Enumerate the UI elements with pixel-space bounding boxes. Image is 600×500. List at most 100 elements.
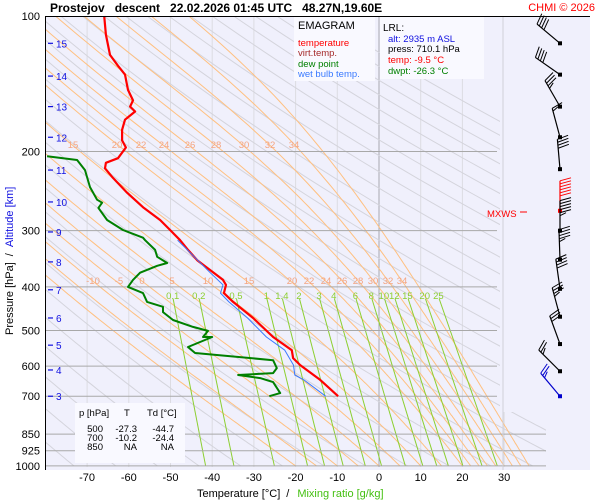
wind-barb-feather <box>554 291 560 297</box>
table-header-p: p [hPa] <box>79 408 109 419</box>
x-axis-separator: / <box>286 488 290 500</box>
moist-adiabat-label: 30 <box>368 276 379 287</box>
table-cell-p: 850 <box>87 442 103 453</box>
wind-barb-feather <box>538 339 545 351</box>
altitude-tick-label: 10 <box>56 198 68 209</box>
legend-wet-bulb: wet bulb temp. <box>297 69 360 80</box>
table-cell-td: -44.7 <box>152 424 174 435</box>
temperature-tick-label: 10 <box>415 472 427 484</box>
table-row: 700 -10.2 -24.4 <box>87 433 174 444</box>
table-cell-p: 700 <box>87 433 103 444</box>
wind-barb-staff <box>556 139 561 170</box>
wind-barb-feather <box>542 51 548 63</box>
wind-barb-feather <box>544 371 548 379</box>
wind-barb-feather <box>559 212 567 217</box>
moist-adiabat-label: -10 <box>86 276 100 287</box>
dry-adiabat-line <box>168 16 546 467</box>
wind-barb-feather <box>558 228 571 234</box>
altitude-tick-label: 8 <box>56 258 62 269</box>
wind-barb-feather <box>552 284 564 292</box>
y-axis-label-altitude: Altitude [km] <box>4 187 16 248</box>
temperature-tick-label: -10 <box>329 472 345 484</box>
wind-barb-feather <box>536 13 543 25</box>
mixing-ratio-line <box>266 298 309 467</box>
table-header-t: T <box>124 408 130 419</box>
wind-barb <box>549 308 562 347</box>
mixing-ratio-label: 4 <box>331 291 336 302</box>
wind-barb <box>540 363 562 399</box>
dry-adiabat-line <box>125 16 546 467</box>
lrl-temp: temp: -9.5 °C <box>388 55 444 66</box>
wind-barb-feather <box>538 15 545 27</box>
mixing-ratio-line <box>172 298 207 467</box>
x-axis-label-temperature: Temperature [°C] <box>197 488 280 500</box>
dry-adiabat-line <box>103 16 546 467</box>
wind-barb-staff <box>538 349 561 372</box>
wind-barb-feather <box>559 189 572 194</box>
pressure-tick-label: 700 <box>22 391 40 403</box>
moist-adiabat-label: 22 <box>136 140 147 151</box>
wind-barb-feather <box>557 137 569 143</box>
wind-barb-feather <box>549 308 560 317</box>
moist-adiabat-label: 0 <box>139 276 144 287</box>
moist-adiabat-label: 32 <box>383 276 394 287</box>
wind-barb-feather <box>551 102 563 109</box>
wind-barb-feather <box>559 192 572 197</box>
table-row: 500 -27.3 -44.7 <box>87 424 174 435</box>
table-cell-td: NA <box>161 442 175 453</box>
wind-barb-feather <box>540 363 548 374</box>
series-temperature <box>103 15 339 398</box>
wind-barb-feather <box>559 177 572 182</box>
moist-adiabat-label: 32 <box>265 140 276 151</box>
table-cell-t: NA <box>124 442 138 453</box>
mixing-ratio-label: 20 <box>419 291 430 302</box>
dry-adiabat-line <box>190 16 546 467</box>
wind-barb-staff <box>558 229 561 260</box>
values-table: p [hPa] T Td [°C] 500 -27.3 -44.7 700 -1… <box>75 403 185 463</box>
moist-adiabat-label: 20 <box>287 276 298 287</box>
mixing-ratio-line <box>333 298 383 467</box>
lrl-title: LRL: <box>383 23 404 34</box>
mixing-ratio-line <box>281 298 326 467</box>
mixing-ratio-label: 1.4 <box>275 291 288 302</box>
table-cell-p: 500 <box>87 424 103 435</box>
temperature-tick-label: 30 <box>498 472 510 484</box>
moist-adiabat-label: 15 <box>244 276 255 287</box>
wind-barb-feather <box>559 234 571 240</box>
altitude-tick-label: 14 <box>56 72 68 83</box>
legend-temperature: temperature <box>298 38 349 49</box>
wind-barb <box>544 72 562 109</box>
legend: EMAGRAM temperature virt.temp. dew point… <box>294 17 375 81</box>
mixing-ratio-label: 2 <box>296 291 301 302</box>
x-axis-title: Temperature [°C] / Mixing ratio [g/kg] <box>197 488 384 500</box>
wind-barb-feather <box>541 17 547 29</box>
table-cell-td: -24.4 <box>152 433 174 444</box>
altitude-tick-label: 4 <box>56 366 62 377</box>
wind-barb-staff <box>551 287 561 317</box>
lrl-box: LRL: alt: 2935 m ASL press: 710.1 hPa te… <box>380 17 484 79</box>
moist-adiabat-label: 5 <box>169 276 174 287</box>
wind-barb-staff <box>549 315 561 345</box>
mixing-ratio-label: 15 <box>402 291 413 302</box>
wind-barb-feather <box>559 209 572 214</box>
wind-barb-feather <box>556 263 568 269</box>
pressure-tick-label: 1000 <box>16 461 40 473</box>
mixing-ratio-label: 6 <box>353 291 358 302</box>
temperature-tick-label: -40 <box>204 472 220 484</box>
wind-barb-feather <box>539 49 545 62</box>
altitude-tick-label: 9 <box>56 228 62 239</box>
wind-barb-staff <box>551 108 561 138</box>
moist-adiabat-label: 30 <box>239 140 250 151</box>
table-header-td: Td [°C] <box>147 408 177 419</box>
temperature-tick-label: -70 <box>79 472 95 484</box>
wind-barb-feather <box>559 200 572 205</box>
wind-barb-feather <box>553 287 564 294</box>
wind-barb-feather <box>559 180 572 185</box>
wind-barb-feather <box>547 77 557 87</box>
wind-barb-feather <box>543 19 550 31</box>
wind-barb-feather <box>549 82 554 89</box>
moist-adiabat-label: 22 <box>304 276 315 287</box>
mixing-ratio-line <box>355 298 406 467</box>
wind-barb-feather <box>556 260 568 266</box>
wind-barb-feather <box>557 140 569 146</box>
